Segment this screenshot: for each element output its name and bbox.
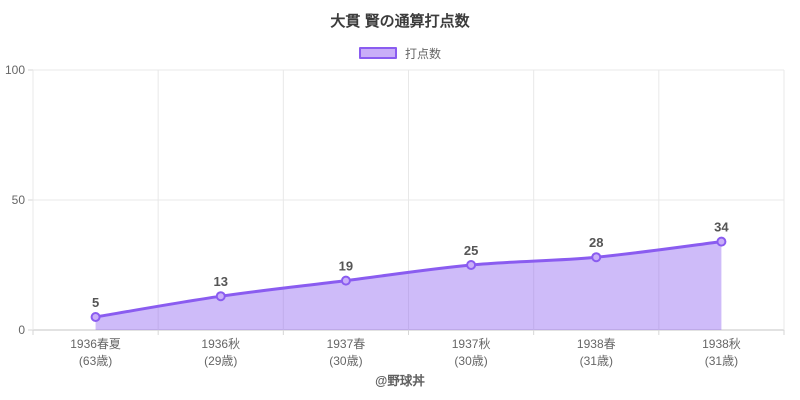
x-tick-label: 1936春夏 (63歳): [33, 336, 158, 370]
x-tick-label: 1937秋 (30歳): [409, 336, 534, 370]
y-tick-label: 100: [5, 63, 25, 77]
x-tick-season: 1938秋: [702, 337, 741, 351]
data-point[interactable]: [466, 260, 477, 270]
x-tick-season: 1936秋: [201, 337, 241, 351]
y-tick-label: 0: [18, 323, 25, 337]
y-tick-label: 50: [12, 193, 26, 207]
legend[interactable]: 打点数: [0, 46, 800, 61]
data-points[interactable]: 5 13 19 25 28 34: [90, 220, 730, 322]
data-point[interactable]: [716, 236, 727, 247]
area-fill: [95, 241, 722, 330]
x-tick-age: (30歳): [329, 354, 363, 368]
x-tick-age: (31歳): [579, 354, 613, 368]
x-tick-label: 1936秋 (29歳): [158, 336, 283, 370]
point-value-label: 13: [214, 274, 228, 289]
x-tick-age: (63歳): [78, 354, 113, 368]
x-tick-age: (29歳): [204, 354, 238, 368]
data-point[interactable]: [215, 291, 226, 302]
point-value-label: 25: [464, 243, 478, 258]
x-tick-age: (30歳): [454, 354, 488, 368]
x-tick-label: 1938春 (31歳): [534, 336, 659, 370]
point-value-label: 28: [589, 235, 603, 250]
x-tick-label: 1938秋 (31歳): [659, 336, 784, 370]
x-tick-season: 1937秋: [451, 337, 491, 351]
series-line: [94, 240, 723, 319]
x-tick-age: (31歳): [704, 354, 739, 368]
data-point[interactable]: [340, 275, 351, 286]
legend-swatch[interactable]: [358, 47, 397, 59]
data-point[interactable]: [591, 252, 602, 263]
chart-title: 大貫 賢の通算打点数: [330, 13, 470, 30]
watermark: @野球丼: [375, 374, 425, 388]
point-value-label: 19: [339, 259, 353, 274]
legend-label: 打点数: [404, 46, 441, 61]
point-value-label: 34: [714, 220, 729, 235]
gridlines: 0 50 100: [5, 63, 785, 337]
x-tick-season: 1938春: [576, 337, 616, 351]
x-tick-season: 1936春夏: [70, 337, 121, 351]
point-value-label: 5: [92, 295, 99, 310]
data-point[interactable]: [90, 312, 101, 322]
x-axis-labels: 1936春夏 (63歳) 1936秋 (29歳) 1937春 (30歳) 1937秋 (30歳…: [33, 336, 784, 370]
x-tick-label: 1937春 (30歳): [283, 336, 408, 370]
x-tick-season: 1937春: [326, 337, 366, 351]
